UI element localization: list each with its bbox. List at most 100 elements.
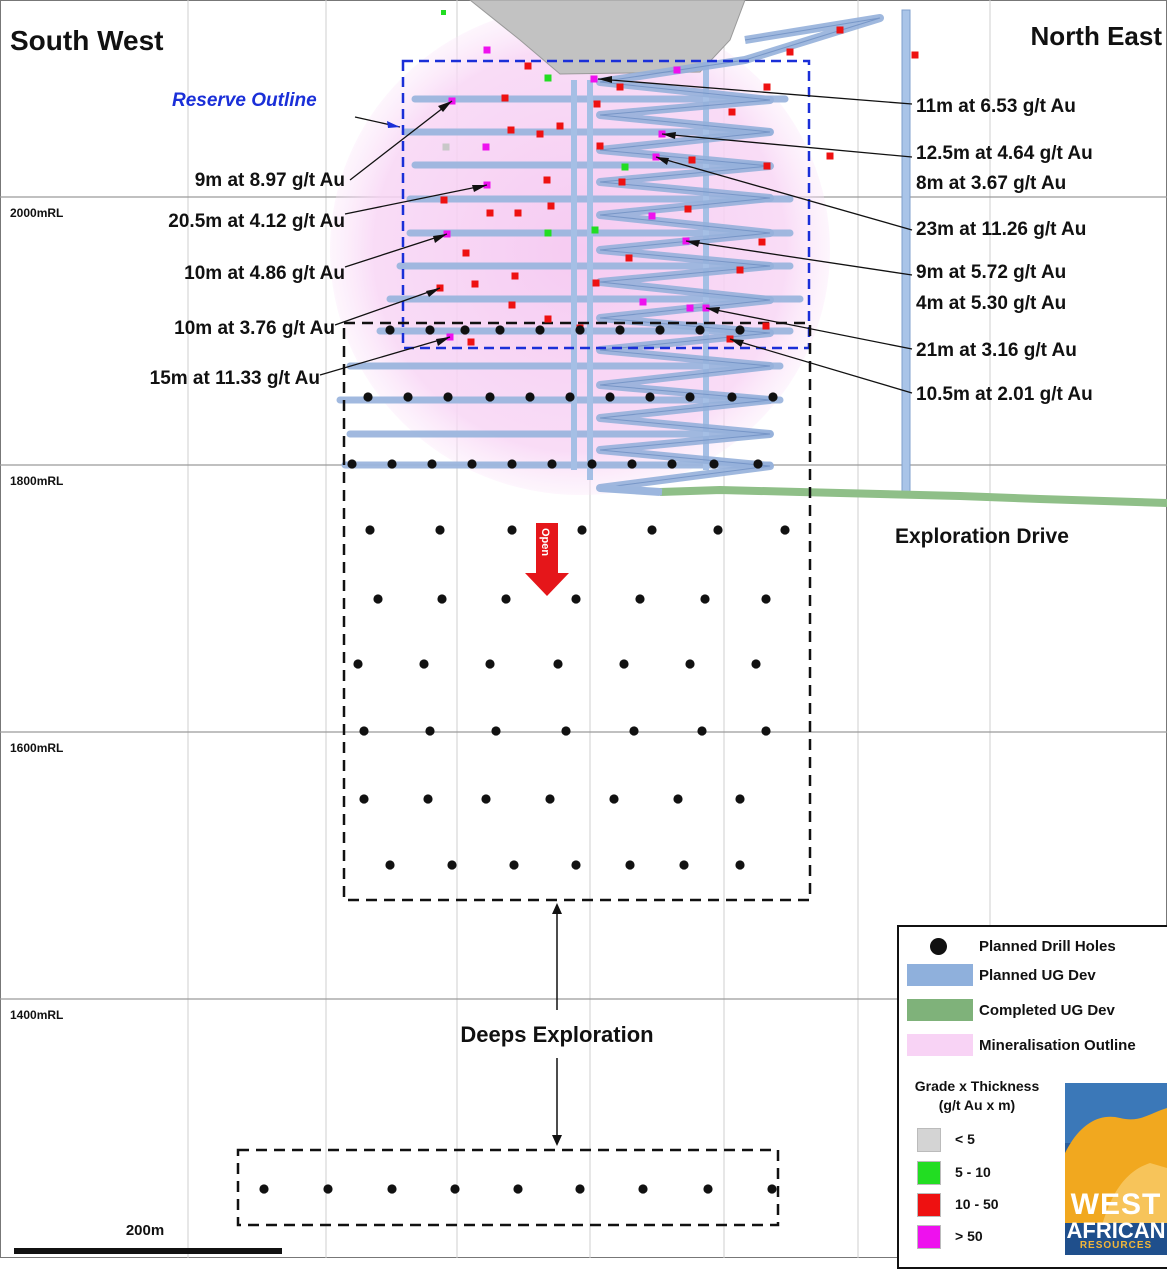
mineralisation-outline	[330, 5, 830, 495]
rl-label: 2000mRL	[10, 206, 63, 220]
completed-ug-dev	[659, 485, 1167, 507]
planned-drill-hole	[481, 794, 491, 804]
drill-hole-icon	[930, 938, 947, 955]
grade-swatch	[917, 1225, 941, 1249]
sample-marker	[591, 226, 599, 234]
sample-marker	[758, 238, 766, 246]
sample-dot	[441, 10, 446, 15]
planned-drill-hole	[685, 392, 695, 402]
planned-drill-hole	[685, 659, 695, 669]
planned-drill-hole	[385, 325, 395, 335]
planned-drill-hole	[450, 1184, 460, 1194]
planned-drill-hole	[561, 726, 571, 736]
sample-marker	[763, 83, 771, 91]
planned-drill-hole	[403, 392, 413, 402]
sample-marker	[648, 212, 656, 220]
planned-drill-hole	[365, 525, 375, 535]
planned-drill-hole	[700, 594, 710, 604]
planned-drill-hole	[467, 459, 477, 469]
sample-marker	[467, 338, 475, 346]
planned-drill-hole	[587, 459, 597, 469]
planned-drill-hole	[735, 794, 745, 804]
planned-drill-hole	[387, 459, 397, 469]
pit-shell	[469, 0, 746, 75]
sample-marker	[590, 75, 598, 83]
sample-marker	[508, 301, 516, 309]
planned-drill-hole	[713, 525, 723, 535]
sample-marker	[688, 156, 696, 164]
west-african-resources-logo: WEST AFRICAN RESOURCES	[1065, 1083, 1167, 1255]
grade-swatch	[917, 1128, 941, 1152]
planned-drill-hole	[577, 525, 587, 535]
planned-drill-hole	[673, 794, 683, 804]
planned-drill-hole	[387, 1184, 397, 1194]
planned-drill-hole	[615, 325, 625, 335]
planned-drill-hole	[625, 860, 635, 870]
mineralisation-swatch	[907, 1034, 973, 1056]
sample-marker	[684, 205, 692, 213]
planned-drill-hole	[359, 726, 369, 736]
sample-marker	[673, 66, 681, 74]
planned-drill-hole	[571, 860, 581, 870]
planned-drill-hole	[635, 594, 645, 604]
sample-marker	[826, 152, 834, 160]
open-arrow: Open	[525, 523, 569, 596]
planned-drill-hole	[535, 325, 545, 335]
open-label: Open	[539, 528, 551, 556]
sample-marker	[514, 209, 522, 217]
sample-marker	[686, 304, 694, 312]
sample-marker	[482, 143, 490, 151]
planned-drill-hole	[751, 659, 761, 669]
scale-bar	[14, 1248, 282, 1254]
sample-marker	[544, 229, 552, 237]
rl-label: 1800mRL	[10, 474, 63, 488]
planned-drill-hole	[443, 392, 453, 402]
grade-swatch	[917, 1193, 941, 1217]
sample-marker	[511, 272, 519, 280]
sample-marker	[543, 176, 551, 184]
planned-drill-hole	[727, 392, 737, 402]
intercept-label: 4m at 5.30 g/t Au	[916, 293, 1066, 314]
leader-lines	[319, 78, 913, 394]
planned-drill-hole	[447, 860, 457, 870]
intercept-label: 21m at 3.16 g/t Au	[916, 340, 1077, 361]
planned-drill-hole	[761, 594, 771, 604]
planned-shaft	[901, 9, 911, 499]
planned-drill-hole	[768, 392, 778, 402]
sample-marker	[592, 279, 600, 287]
intercept-label: 10.5m at 2.01 g/t Au	[916, 384, 1093, 405]
rl-label: 1400mRL	[10, 1008, 63, 1022]
deeps-exploration-box-lower	[236, 1148, 780, 1227]
sample-marker	[556, 122, 564, 130]
planned-drill-holes	[259, 325, 790, 1194]
planned-drill-hole	[629, 726, 639, 736]
intercept-label: 23m at 11.26 g/t Au	[916, 219, 1086, 240]
intercept-label: 10m at 3.76 g/t Au	[174, 318, 335, 339]
planned-drill-hole	[507, 459, 517, 469]
planned-drill-hole	[385, 860, 395, 870]
sample-marker	[786, 48, 794, 56]
planned-drill-hole	[460, 325, 470, 335]
intercept-label: 8m at 3.67 g/t Au	[916, 173, 1066, 194]
sample-marker	[442, 143, 450, 151]
planned-drill-hole	[619, 659, 629, 669]
planned-drill-hole	[575, 325, 585, 335]
planned-drill-hole	[259, 1184, 269, 1194]
planned-drill-hole	[709, 459, 719, 469]
logo-text: WEST	[1070, 1188, 1162, 1221]
planned-drill-hole	[780, 525, 790, 535]
planned-drill-hole	[359, 794, 369, 804]
planned-drill-hole	[667, 459, 677, 469]
planned-drill-hole	[609, 794, 619, 804]
sample-marker	[462, 249, 470, 257]
planned-drill-hole	[735, 860, 745, 870]
heading-north-east: North East	[1031, 21, 1163, 51]
sample-marker	[639, 298, 647, 306]
logo-graphic	[1065, 1083, 1167, 1255]
intercept-label: 10m at 4.86 g/t Au	[184, 263, 345, 284]
reserve-outline-label: Reserve Outline	[172, 90, 317, 111]
sample-marker	[593, 100, 601, 108]
planned-drill-hole	[753, 459, 763, 469]
planned-drill-hole	[419, 659, 429, 669]
